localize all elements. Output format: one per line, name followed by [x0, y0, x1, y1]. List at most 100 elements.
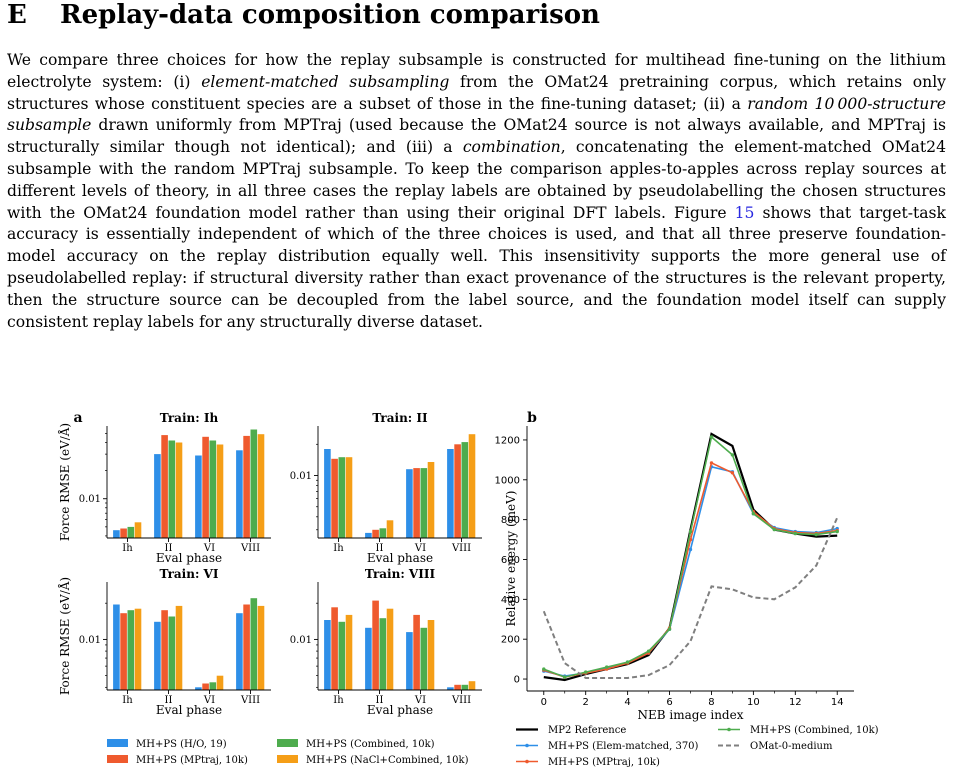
- x-tick-label: 6: [666, 697, 672, 708]
- bar: [128, 527, 135, 538]
- bar: [176, 606, 183, 690]
- bar: [380, 528, 387, 538]
- x-tick-label: Ih: [122, 543, 133, 554]
- bar: [202, 437, 209, 538]
- bar-chart-panel: Ih II VI VIII 0.01 Train: VIII Eval phase: [290, 567, 482, 717]
- bar: [346, 457, 353, 538]
- data-point: [689, 548, 692, 551]
- bar: [447, 449, 454, 538]
- panel-title: Train: Ih: [160, 411, 219, 425]
- bar: [258, 606, 265, 690]
- x-tick-label: Ih: [122, 695, 133, 706]
- data-point: [563, 675, 566, 678]
- panel-title: Train: II: [372, 411, 428, 425]
- bar: [258, 434, 265, 538]
- x-tick-label: 14: [831, 697, 844, 708]
- bar: [462, 685, 469, 690]
- x-tick-label: VIII: [240, 543, 260, 554]
- data-point: [773, 528, 776, 531]
- legend-marker: [525, 744, 529, 748]
- bar: [428, 620, 435, 690]
- legend-marker: [727, 728, 731, 732]
- bar: [113, 530, 120, 538]
- bar: [324, 449, 331, 538]
- bar: [154, 454, 161, 538]
- bar: [413, 468, 420, 538]
- bar: [176, 443, 183, 539]
- bar: [169, 617, 176, 691]
- bar: [217, 445, 224, 539]
- y-tick-label: 0.01: [290, 471, 312, 482]
- legend-label: MH+PS (H/O, 19): [136, 739, 227, 750]
- bar: [236, 450, 243, 538]
- y-tick-label: 1000: [495, 475, 520, 486]
- panel-title: Train: VIII: [365, 567, 436, 581]
- legend-swatch: [277, 755, 298, 763]
- data-point: [689, 530, 692, 533]
- bar: [339, 457, 346, 538]
- x-axis-label: Eval phase: [156, 551, 222, 565]
- data-point: [710, 435, 713, 438]
- y-tick-label: 1200: [495, 435, 520, 446]
- y-axis-label: Force RMSE (eV/Å): [57, 577, 72, 695]
- y-tick-label: 0.01: [290, 635, 312, 646]
- bar: [339, 622, 346, 690]
- bar: [217, 676, 224, 690]
- bar: [135, 522, 142, 538]
- bar: [113, 605, 120, 691]
- bar: [365, 533, 372, 538]
- data-point: [815, 533, 818, 536]
- bar: [161, 610, 168, 690]
- bar: [428, 462, 435, 538]
- bar: [462, 442, 469, 538]
- y-axis-label: Relative energy (meV): [504, 491, 518, 627]
- data-point: [794, 532, 797, 535]
- bar: [331, 607, 338, 690]
- bar: [387, 520, 394, 538]
- bar: [243, 436, 250, 538]
- x-tick-label: VIII: [451, 695, 471, 706]
- bar: [413, 615, 420, 690]
- x-tick-label: 10: [747, 697, 760, 708]
- data-point: [752, 512, 755, 515]
- data-point: [647, 650, 650, 653]
- bar: [454, 444, 461, 538]
- x-tick-label: 0: [541, 697, 547, 708]
- legend-label: MH+PS (MPtraj, 10k): [548, 757, 660, 768]
- legend-label: MH+PS (Elem-matched, 370): [548, 741, 699, 752]
- panel-label: a: [73, 410, 82, 426]
- y-tick-label: 0.01: [79, 635, 101, 646]
- legend-label: MH+PS (Combined, 10k): [750, 725, 879, 736]
- x-tick-label: Ih: [333, 695, 344, 706]
- bar-chart-panel: Ih II VI VIII 0.01 Train: VI Eval phase Force R…: [57, 567, 271, 717]
- bar: [128, 610, 135, 690]
- bar: [331, 459, 338, 538]
- x-axis-label: NEB image index: [638, 708, 744, 722]
- legend-marker: [525, 760, 529, 764]
- bar: [154, 622, 161, 690]
- legend-label: MH+PS (NaCl+Combined, 10k): [306, 755, 469, 766]
- series-line: [544, 434, 837, 680]
- bar: [161, 435, 168, 538]
- x-axis-label: Eval phase: [367, 551, 433, 565]
- bar-chart-panel: Ih II VI VIII 0.01 Train: II Eval phase: [290, 411, 482, 565]
- bar: [135, 609, 142, 690]
- bar: [324, 620, 331, 690]
- line-legend: MP2 Reference MH+PS (Combined, 10k) MH+PS …: [516, 725, 879, 768]
- series-line: [544, 463, 837, 677]
- bar: [251, 598, 258, 690]
- data-point: [605, 665, 608, 668]
- bar: [372, 530, 379, 538]
- bar: [210, 682, 217, 690]
- bar: [372, 601, 379, 690]
- panel-label: b: [527, 410, 537, 426]
- x-tick-label: VIII: [451, 543, 471, 554]
- bar-legend: MH+PS (H/O, 19) MH+PS (Combined, 10k) MH+P…: [107, 739, 469, 766]
- bar: [243, 605, 250, 691]
- x-axis-label: Eval phase: [156, 703, 222, 717]
- bar: [387, 609, 394, 690]
- x-tick-label: 8: [708, 697, 714, 708]
- legend-label: OMat-0-medium: [750, 741, 833, 752]
- data-point: [710, 461, 713, 464]
